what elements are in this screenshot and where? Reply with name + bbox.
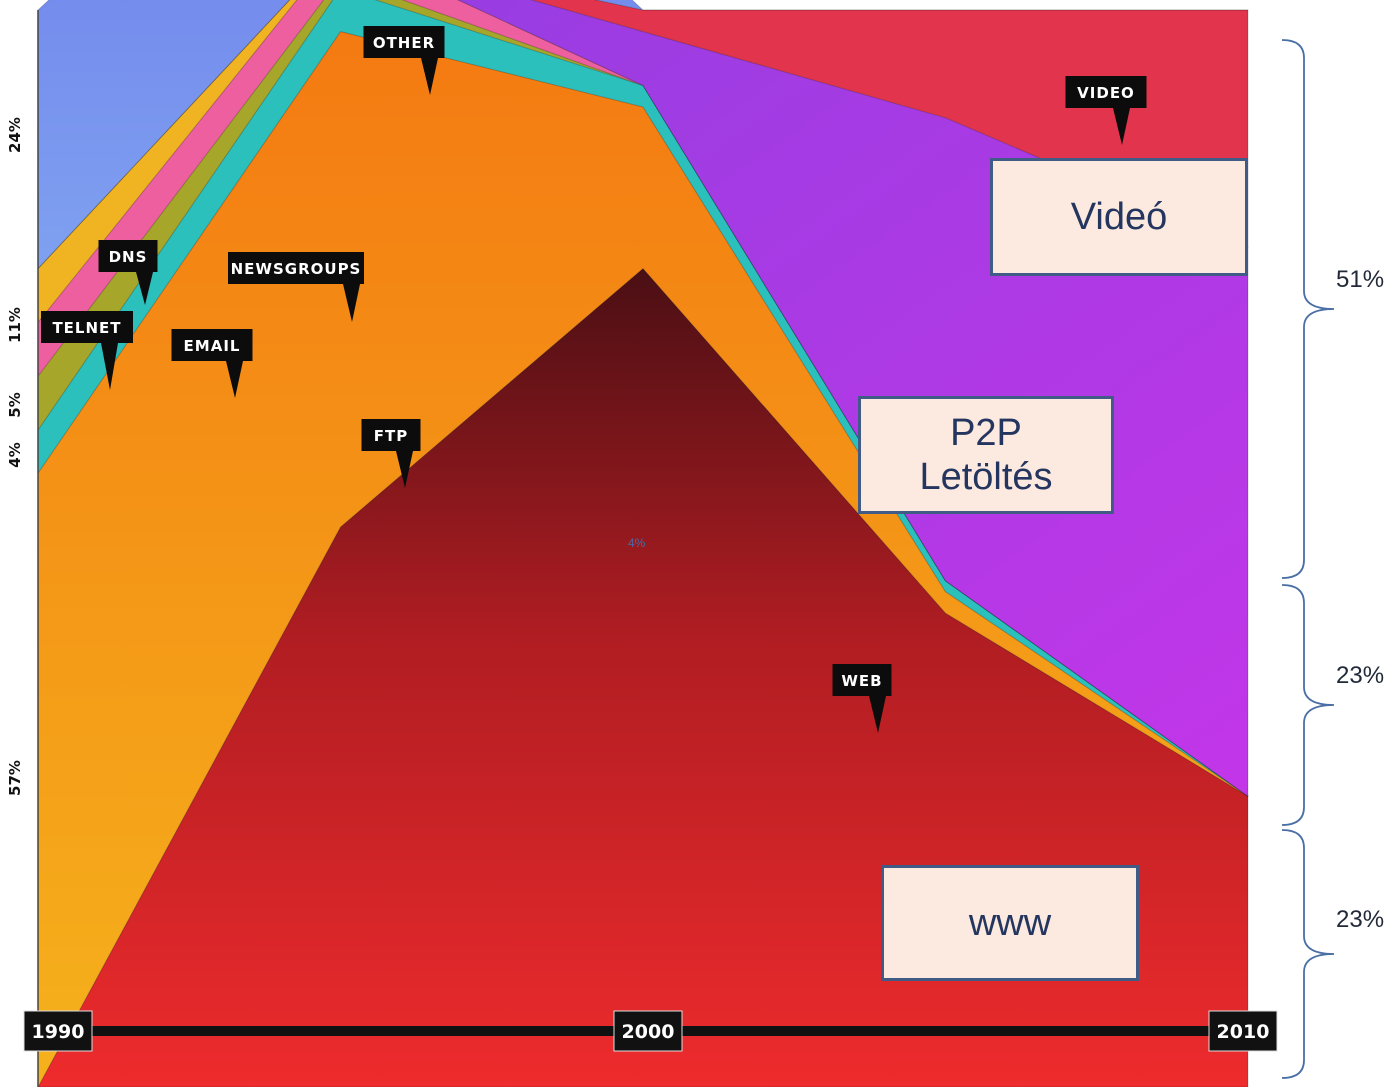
y-tick-label: 4% [6, 442, 24, 467]
p2p-box: P2P Letöltés [858, 396, 1114, 514]
callout-newsgroups: NEWSGROUPS [228, 252, 364, 322]
x-tick-2010: 2010 [1208, 1010, 1278, 1052]
callout-dns: DNS [98, 240, 158, 305]
bracket-label-video-p2p: 51% [1336, 266, 1385, 293]
x-tick-label: 2000 [622, 1021, 675, 1043]
mid-annotation: 4% [628, 536, 646, 550]
callout-email: EMAIL [171, 329, 253, 398]
callout-ftp: FTP [361, 419, 421, 488]
y-tick-label: 11% [6, 307, 24, 343]
p2p-box-label-2: Letöltés [919, 456, 1053, 498]
video-box: Videó [990, 158, 1248, 276]
y-tick-label: 57% [6, 760, 24, 796]
callout-label: WEB [841, 672, 882, 690]
y-tick-label: 5% [6, 392, 24, 417]
callout-video: VIDEO [1065, 76, 1147, 145]
x-tick-2000: 2000 [613, 1010, 683, 1052]
callout-label: TELNET [52, 319, 121, 337]
callout-label: DNS [109, 248, 148, 266]
video-box-label: Videó [1070, 196, 1168, 238]
bracket-label-mid: 23% [1336, 662, 1385, 689]
area-other [37, 0, 1248, 270]
callout-label: VIDEO [1077, 84, 1135, 102]
x-tick-label: 1990 [32, 1021, 85, 1043]
x-tick-1990: 1990 [23, 1010, 93, 1052]
bracket-2 [1281, 829, 1335, 1079]
p2p-box-label-1: P2P [950, 412, 1022, 454]
callout-label: EMAIL [184, 337, 241, 355]
callout-label: FTP [374, 427, 408, 445]
callout-label: OTHER [373, 34, 435, 52]
callout-other: OTHER [363, 26, 445, 95]
area-p2p [37, 0, 1249, 798]
area-video [37, 0, 1249, 269]
bracket-0 [1281, 39, 1335, 579]
www-box: www [881, 865, 1139, 981]
www-box-label: www [968, 902, 1052, 944]
y-tick-label: 24% [6, 117, 24, 153]
callout-label: NEWSGROUPS [231, 260, 362, 278]
bracket-label-www: 23% [1336, 906, 1385, 933]
bracket-1 [1281, 584, 1335, 826]
callout-web: WEB [832, 664, 892, 733]
x-tick-label: 2010 [1217, 1021, 1270, 1043]
callout-telnet: TELNET [41, 311, 133, 390]
